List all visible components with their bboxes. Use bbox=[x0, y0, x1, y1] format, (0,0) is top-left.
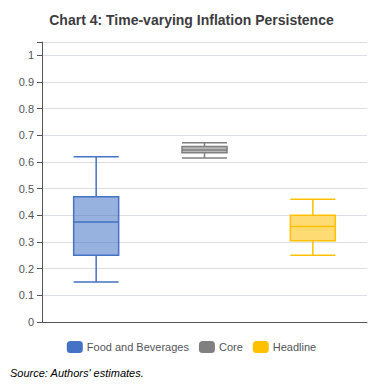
svg-text:0.3: 0.3 bbox=[19, 236, 34, 248]
svg-text:Headline: Headline bbox=[273, 341, 316, 353]
svg-text:1: 1 bbox=[28, 49, 34, 61]
svg-text:0.2: 0.2 bbox=[19, 263, 34, 275]
svg-text:0.5: 0.5 bbox=[19, 183, 34, 195]
svg-text:Chart 4: Time-varying Inflatio: Chart 4: Time-varying Inflation Persiste… bbox=[49, 12, 334, 28]
svg-text:Source: Authors' estimates.: Source: Authors' estimates. bbox=[10, 367, 144, 379]
svg-text:Food and Beverages: Food and Beverages bbox=[87, 341, 190, 353]
svg-text:0: 0 bbox=[28, 316, 34, 328]
svg-text:0.4: 0.4 bbox=[19, 209, 34, 221]
svg-text:0.6: 0.6 bbox=[19, 156, 34, 168]
svg-text:0.8: 0.8 bbox=[19, 103, 34, 115]
svg-text:Core: Core bbox=[219, 341, 243, 353]
svg-text:0.7: 0.7 bbox=[19, 129, 34, 141]
svg-text:0.9: 0.9 bbox=[19, 76, 34, 88]
svg-text:0.1: 0.1 bbox=[19, 289, 34, 301]
